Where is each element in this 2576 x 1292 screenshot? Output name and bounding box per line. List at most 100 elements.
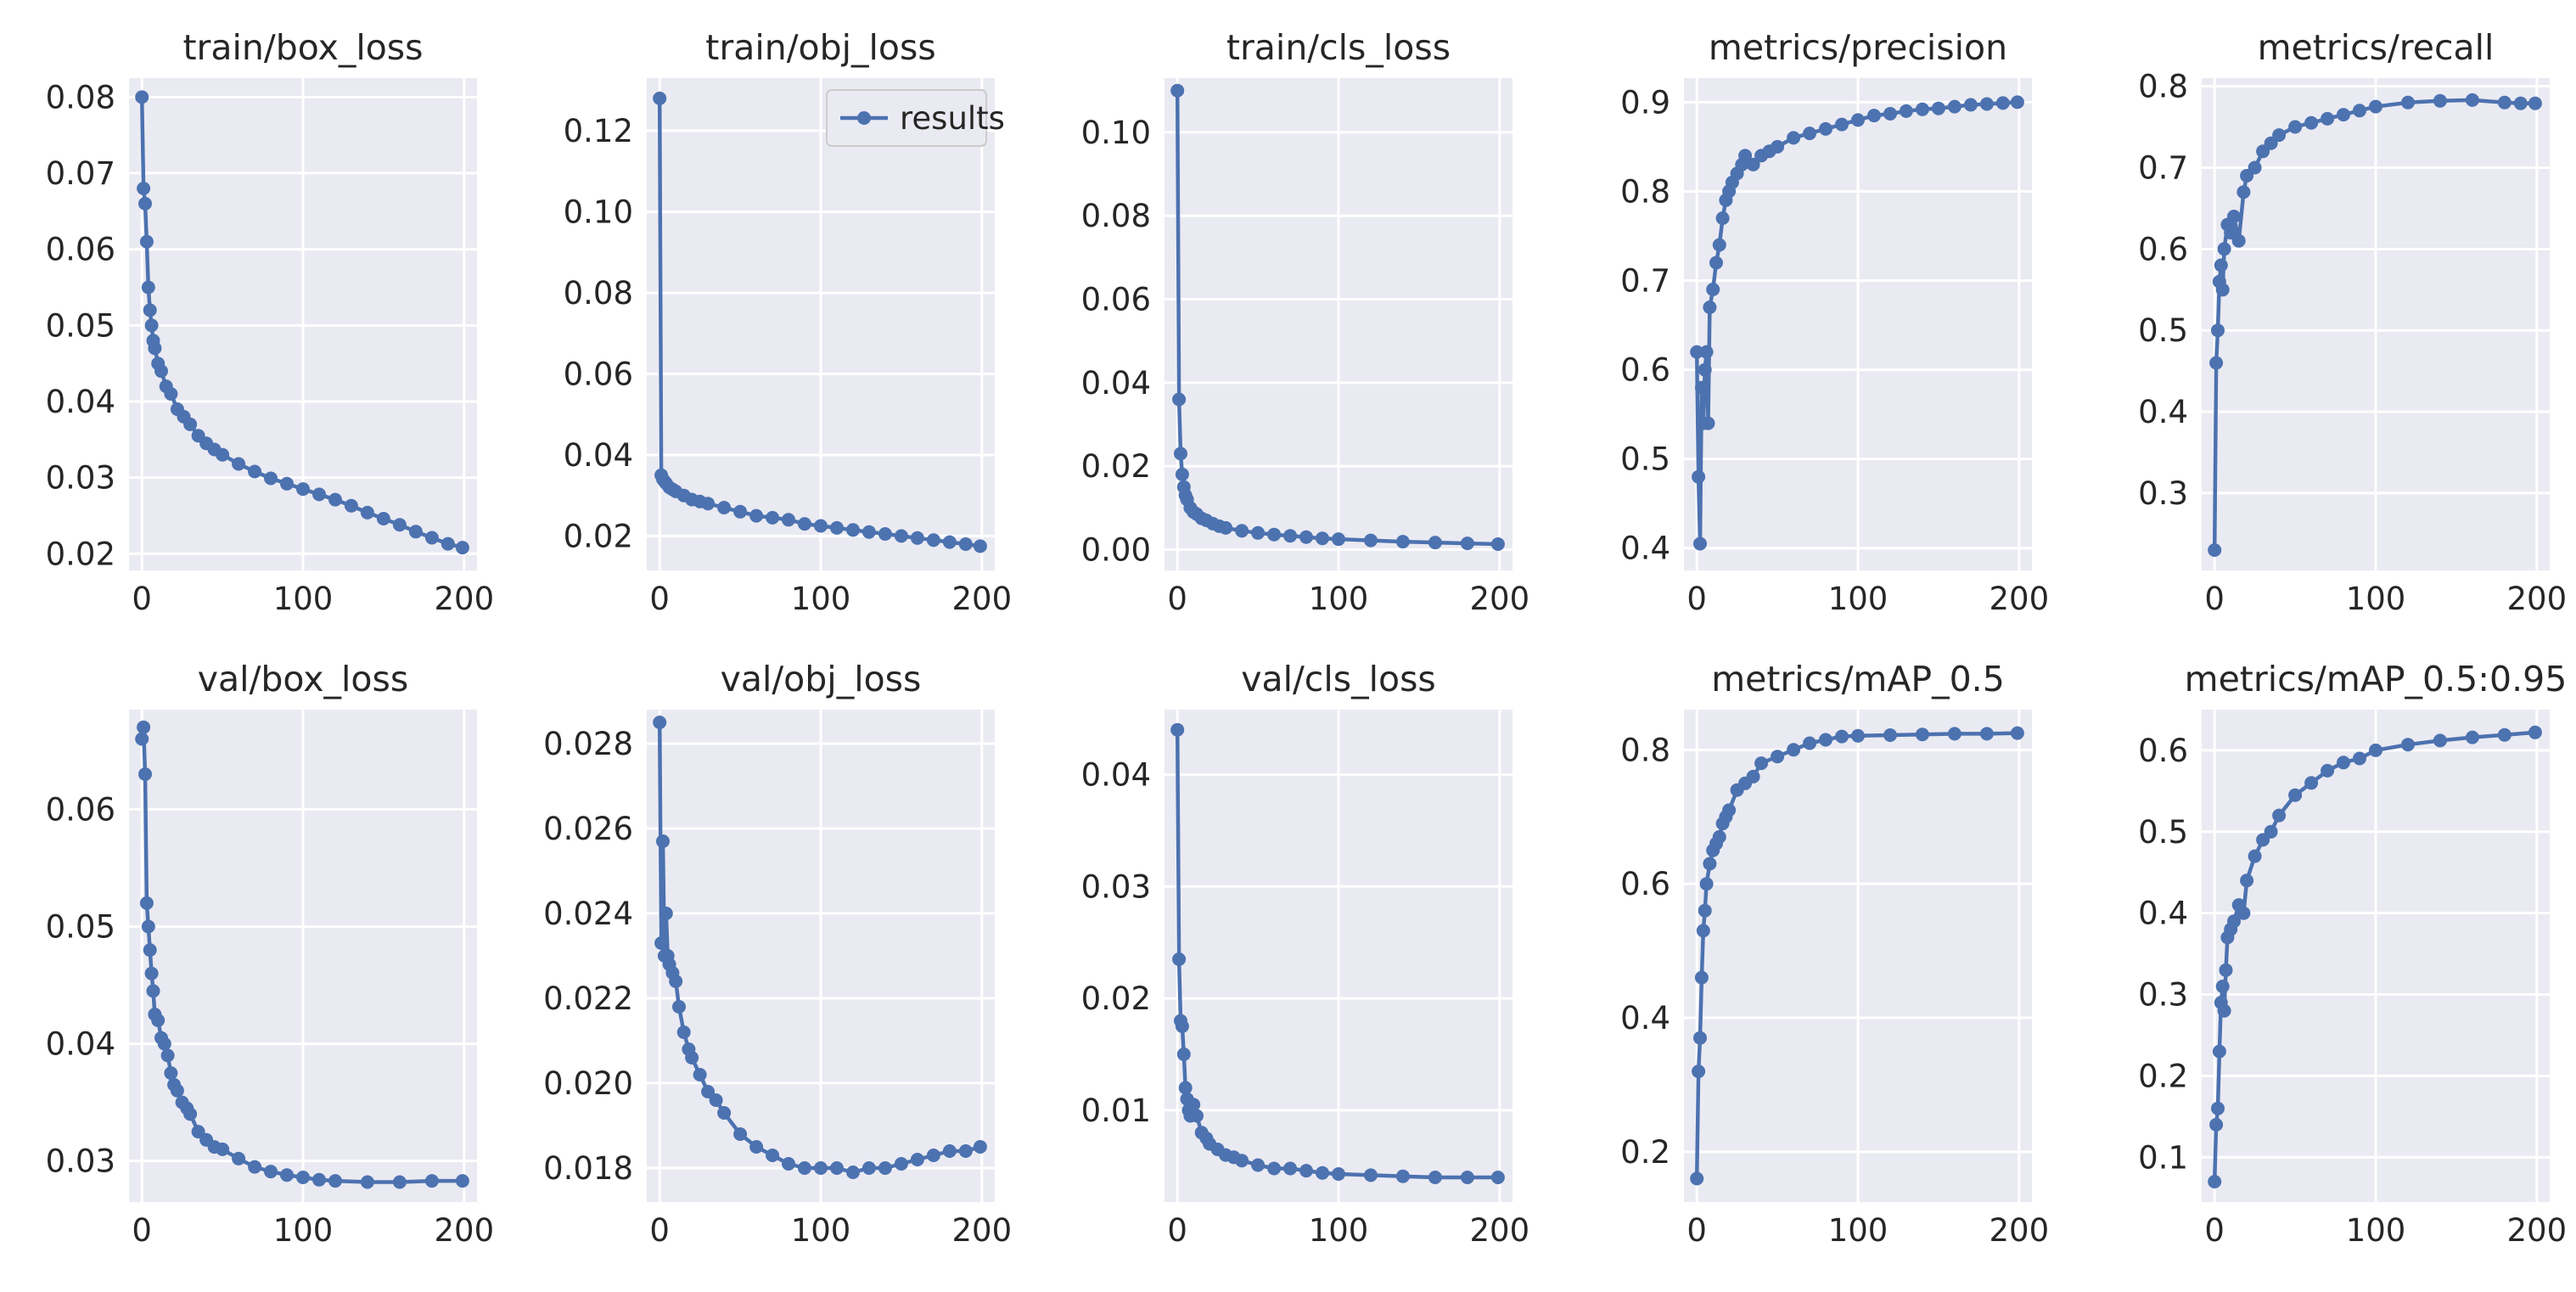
- data-point: [144, 318, 159, 333]
- data-point: [1693, 536, 1707, 551]
- y-tick-label: 0.01: [1081, 1093, 1151, 1129]
- data-point: [814, 519, 828, 533]
- data-point: [2010, 95, 2024, 110]
- data-point: [782, 513, 795, 527]
- x-tick-label: 200: [435, 1212, 495, 1249]
- data-point: [926, 1149, 940, 1162]
- y-tick-label: 0.8: [1620, 732, 1670, 768]
- x-tick-label: 0: [132, 581, 152, 617]
- y-tick-label: 0.022: [543, 980, 633, 1017]
- y-tick-label: 0.04: [46, 384, 115, 420]
- data-point: [146, 984, 160, 998]
- data-point: [733, 504, 748, 519]
- data-point: [2401, 95, 2415, 110]
- x-tick-label: 100: [273, 1212, 334, 1249]
- data-point: [2209, 356, 2224, 370]
- x-tick-label: 100: [1309, 581, 1369, 617]
- data-point: [1803, 126, 1817, 141]
- subplot-title: train/obj_loss: [705, 27, 935, 68]
- subplot-title: metrics/mAP_0.5:0.95: [2185, 659, 2568, 699]
- data-point: [1175, 1020, 1189, 1033]
- data-point: [1712, 238, 1726, 252]
- data-point: [894, 529, 908, 543]
- y-tick-label: 0.4: [2138, 896, 2188, 932]
- data-point: [312, 487, 326, 502]
- data-point: [139, 234, 154, 249]
- y-tick-label: 0.12: [564, 113, 633, 149]
- data-point: [137, 182, 151, 195]
- data-point: [1283, 1161, 1298, 1176]
- data-point: [2212, 1044, 2226, 1059]
- data-point: [2369, 743, 2382, 757]
- data-point: [861, 525, 876, 539]
- data-point: [2433, 93, 2447, 108]
- data-point: [701, 1085, 716, 1098]
- data-point: [1460, 1171, 1474, 1184]
- y-tick-label: 0.7: [2138, 149, 2188, 186]
- y-tick-label: 0.04: [1081, 365, 1151, 402]
- x-tick-label: 100: [1828, 581, 1889, 617]
- data-point: [1690, 345, 1704, 359]
- data-point: [1699, 877, 1714, 891]
- data-point: [1947, 727, 1961, 741]
- legend-label: results: [900, 100, 1005, 137]
- data-point: [148, 341, 162, 356]
- data-point: [878, 527, 892, 541]
- x-tick-label: 100: [2346, 1212, 2406, 1249]
- data-point: [264, 1165, 278, 1179]
- y-tick-label: 0.6: [1620, 352, 1670, 389]
- y-tick-label: 0.6: [2138, 733, 2188, 769]
- data-point: [656, 834, 670, 848]
- data-point: [141, 919, 155, 934]
- data-point: [1787, 131, 1801, 145]
- y-tick-label: 0.7: [1620, 263, 1670, 300]
- data-point: [1428, 1171, 1442, 1184]
- data-point: [2215, 283, 2230, 297]
- data-point: [926, 533, 940, 548]
- data-point: [1251, 1158, 1266, 1172]
- data-point: [2353, 104, 2366, 118]
- data-point: [830, 520, 844, 535]
- data-point: [232, 1151, 246, 1166]
- data-point: [2433, 733, 2447, 748]
- y-tick-label: 0.08: [1081, 198, 1151, 234]
- data-point: [1235, 1154, 1249, 1168]
- data-point: [1692, 469, 1706, 484]
- data-point: [717, 1106, 732, 1120]
- data-point: [733, 1127, 748, 1141]
- data-point: [1332, 532, 1345, 547]
- data-point: [1995, 96, 2010, 110]
- data-point: [232, 457, 246, 471]
- x-tick-label: 200: [952, 581, 1013, 617]
- x-tick-label: 100: [791, 581, 851, 617]
- y-tick-label: 0.02: [564, 518, 633, 554]
- data-point: [942, 1144, 957, 1158]
- subplot-title: val/cls_loss: [1241, 659, 1436, 699]
- subplot-title: val/obj_loss: [721, 659, 922, 699]
- data-point: [138, 196, 152, 211]
- legend-marker: [857, 111, 871, 125]
- data-point: [749, 508, 764, 523]
- data-point: [1819, 121, 1832, 136]
- data-point: [2337, 756, 2350, 770]
- data-point: [408, 525, 423, 539]
- subplot-title: metrics/mAP_0.5: [1711, 659, 2005, 699]
- data-point: [1931, 101, 1945, 115]
- subplot-5: 0 100 200 0.3 0.4 0.5 0.6 0.7 0.8 metrics/recall: [2138, 27, 2567, 617]
- data-point: [360, 505, 374, 520]
- data-point: [894, 1157, 908, 1171]
- data-point: [2211, 323, 2225, 338]
- y-tick-label: 0.018: [543, 1150, 633, 1187]
- data-point: [1172, 952, 1187, 966]
- data-point: [2401, 738, 2415, 752]
- data-point: [455, 541, 469, 555]
- data-point: [2321, 111, 2335, 126]
- data-point: [455, 1174, 469, 1188]
- y-tick-label: 0.04: [1081, 756, 1151, 793]
- data-point: [2528, 96, 2542, 110]
- subplot-title: val/box_loss: [198, 659, 408, 699]
- data-point: [878, 1161, 892, 1175]
- data-point: [973, 539, 987, 553]
- x-tick-label: 0: [1686, 1212, 1707, 1249]
